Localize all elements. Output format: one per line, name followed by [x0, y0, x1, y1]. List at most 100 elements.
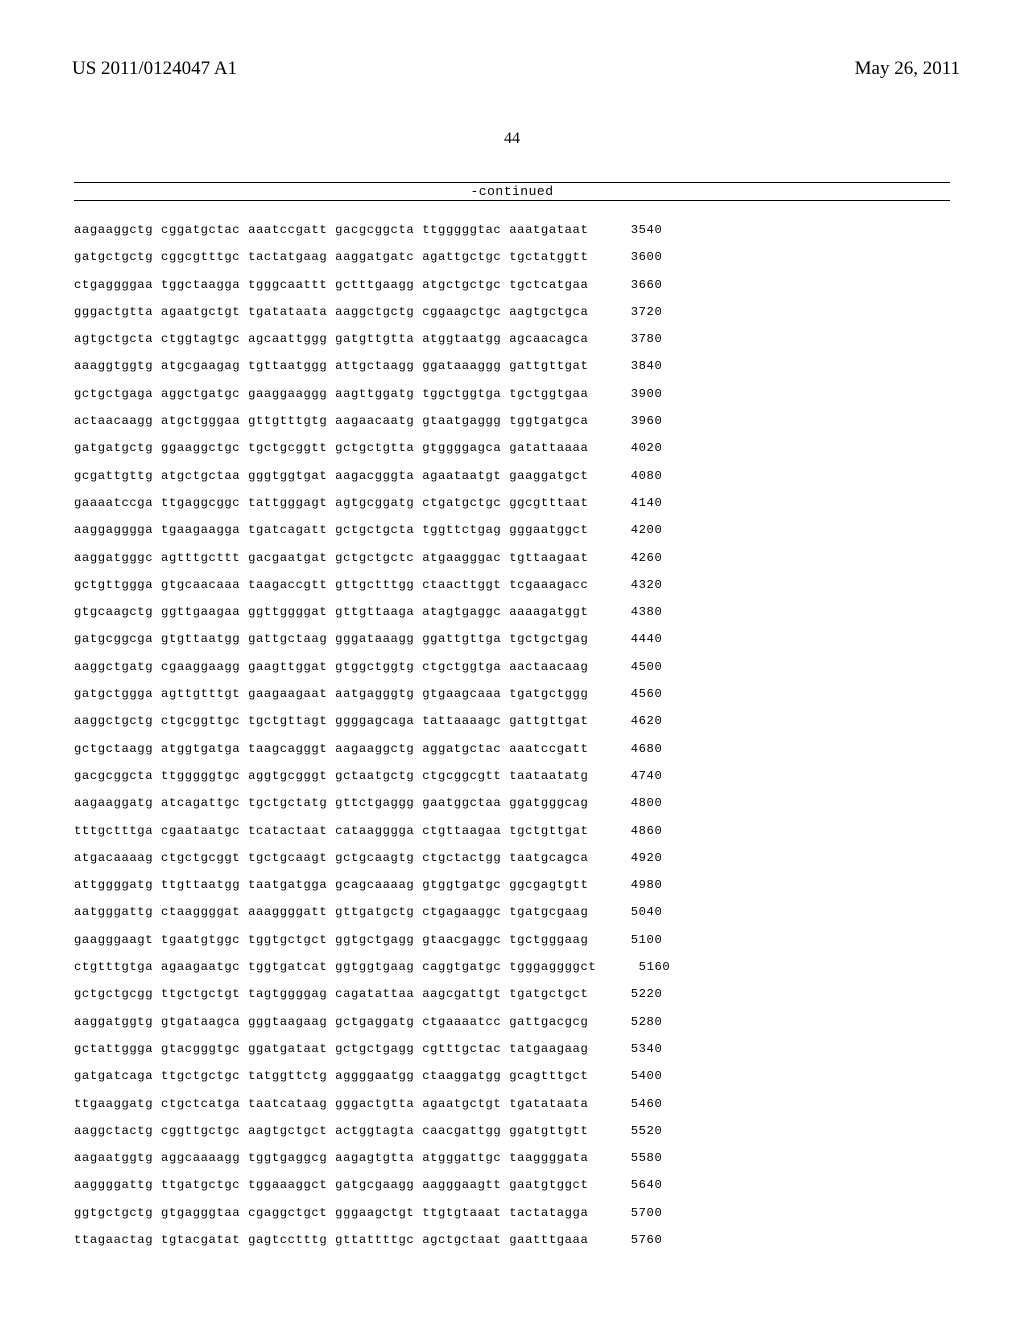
- sequence-bases: ttagaactag tgtacgatat gagtcctttg gttattt…: [74, 1234, 588, 1246]
- publication-number: US 2011/0124047 A1: [72, 58, 237, 80]
- sequence-row: ctgaggggaa tggctaagga tgggcaattt gctttga…: [74, 279, 670, 291]
- sequence-row: aagaatggtg aggcaaaagg tggtgaggcg aagagtg…: [74, 1152, 670, 1164]
- sequence-row: aaggctgatg cgaaggaagg gaagttggat gtggctg…: [74, 661, 670, 673]
- sequence-bases: aaggatgggc agtttgcttt gacgaatgat gctgctg…: [74, 552, 588, 564]
- sequence-row: aagaaggctg cggatgctac aaatccgatt gacgcgg…: [74, 224, 670, 236]
- sequence-row: gaagggaagt tgaatgtggc tggtgctgct ggtgctg…: [74, 934, 670, 946]
- sequence-bases: aaggctgctg ctgcggttgc tgctgttagt ggggagc…: [74, 715, 588, 727]
- sequence-row: gatgctggga agttgtttgt gaagaagaat aatgagg…: [74, 688, 670, 700]
- rule-bottom: [74, 200, 950, 201]
- sequence-row: gaaaatccga ttgaggcggc tattgggagt agtgcgg…: [74, 497, 670, 509]
- sequence-bases: gctgttggga gtgcaacaaa taagaccgtt gttgctt…: [74, 579, 588, 591]
- sequence-row: gggactgtta agaatgctgt tgatataata aaggctg…: [74, 306, 670, 318]
- sequence-position: 5580: [606, 1152, 662, 1164]
- sequence-row: ttagaactag tgtacgatat gagtcctttg gttattt…: [74, 1234, 670, 1246]
- sequence-bases: aaggagggga tgaagaagga tgatcagatt gctgctg…: [74, 524, 588, 536]
- publication-date: May 26, 2011: [855, 58, 960, 80]
- sequence-position: 3540: [606, 224, 662, 236]
- sequence-position: 4920: [606, 852, 662, 864]
- sequence-position: 3780: [606, 333, 662, 345]
- sequence-position: 4140: [606, 497, 662, 509]
- sequence-bases: aagaaggatg atcagattgc tgctgctatg gttctga…: [74, 797, 588, 809]
- sequence-position: 5520: [606, 1125, 662, 1137]
- sequence-row: gtgcaagctg ggttgaagaa ggttggggat gttgtta…: [74, 606, 670, 618]
- sequence-row: atgacaaaag ctgctgcggt tgctgcaagt gctgcaa…: [74, 852, 670, 864]
- sequence-bases: gcgattgttg atgctgctaa gggtggtgat aagacgg…: [74, 470, 588, 482]
- sequence-bases: ttgaaggatg ctgctcatga taatcataag gggactg…: [74, 1098, 588, 1110]
- sequence-row: ttgaaggatg ctgctcatga taatcataag gggactg…: [74, 1098, 670, 1110]
- continued-block: -continued: [74, 182, 950, 201]
- sequence-row: aaggctactg cggttgctgc aagtgctgct actggta…: [74, 1125, 670, 1137]
- sequence-row: aatgggattg ctaaggggat aaaggggatt gttgatg…: [74, 906, 670, 918]
- sequence-position: 3840: [606, 360, 662, 372]
- sequence-position: 4680: [606, 743, 662, 755]
- sequence-bases: actaacaagg atgctgggaa gttgtttgtg aagaaca…: [74, 415, 588, 427]
- sequence-position: 5220: [606, 988, 662, 1000]
- sequence-position: 5700: [606, 1207, 662, 1219]
- sequence-position: 4740: [606, 770, 662, 782]
- sequence-bases: gaaaatccga ttgaggcggc tattgggagt agtgcgg…: [74, 497, 588, 509]
- sequence-bases: aatgggattg ctaaggggat aaaggggatt gttgatg…: [74, 906, 588, 918]
- sequence-bases: aaggctgatg cgaaggaagg gaagttggat gtggctg…: [74, 661, 588, 673]
- sequence-bases: gatgctgctg cggcgtttgc tactatgaag aaggatg…: [74, 251, 588, 263]
- sequence-bases: aaggctactg cggttgctgc aagtgctgct actggta…: [74, 1125, 588, 1137]
- sequence-row: gctgctaagg atggtgatga taagcagggt aagaagg…: [74, 743, 670, 755]
- sequence-position: 5100: [606, 934, 662, 946]
- sequence-row: gcgattgttg atgctgctaa gggtggtgat aagacgg…: [74, 470, 670, 482]
- sequence-row: gatgctgctg cggcgtttgc tactatgaag aaggatg…: [74, 251, 670, 263]
- sequence-position: 4080: [606, 470, 662, 482]
- sequence-row: aaggatggtg gtgataagca gggtaagaag gctgagg…: [74, 1016, 670, 1028]
- sequence-position: 4560: [606, 688, 662, 700]
- sequence-bases: gctattggga gtacgggtgc ggatgataat gctgctg…: [74, 1043, 588, 1055]
- sequence-position: 4980: [606, 879, 662, 891]
- sequence-position: 4380: [606, 606, 662, 618]
- sequence-bases: ctgaggggaa tggctaagga tgggcaattt gctttga…: [74, 279, 588, 291]
- sequence-bases: atgacaaaag ctgctgcggt tgctgcaagt gctgcaa…: [74, 852, 588, 864]
- sequence-position: 4860: [606, 825, 662, 837]
- sequence-row: attggggatg ttgttaatgg taatgatgga gcagcaa…: [74, 879, 670, 891]
- sequence-position: 3600: [606, 251, 662, 263]
- sequence-bases: gctgctgcgg ttgctgctgt tagtggggag cagatat…: [74, 988, 588, 1000]
- sequence-position: 4260: [606, 552, 662, 564]
- sequence-row: agtgctgcta ctggtagtgc agcaattggg gatgttg…: [74, 333, 670, 345]
- sequence-bases: gatgatgctg ggaaggctgc tgctgcggtt gctgctg…: [74, 442, 588, 454]
- sequence-row: gctgctgaga aggctgatgc gaaggaaggg aagttgg…: [74, 388, 670, 400]
- sequence-row: ggtgctgctg gtgagggtaa cgaggctgct gggaagc…: [74, 1207, 670, 1219]
- sequence-row: gctattggga gtacgggtgc ggatgataat gctgctg…: [74, 1043, 670, 1055]
- sequence-bases: aaaggtggtg atgcgaagag tgttaatggg attgcta…: [74, 360, 588, 372]
- sequence-position: 5160: [614, 961, 670, 973]
- sequence-position: 5640: [606, 1179, 662, 1191]
- sequence-position: 3900: [606, 388, 662, 400]
- sequence-position: 5280: [606, 1016, 662, 1028]
- sequence-row: gctgctgcgg ttgctgctgt tagtggggag cagatat…: [74, 988, 670, 1000]
- sequence-bases: gacgcggcta ttgggggtgc aggtgcgggt gctaatg…: [74, 770, 588, 782]
- sequence-position: 5760: [606, 1234, 662, 1246]
- sequence-bases: aaggatggtg gtgataagca gggtaagaag gctgagg…: [74, 1016, 588, 1028]
- sequence-bases: tttgctttga cgaataatgc tcatactaat cataagg…: [74, 825, 588, 837]
- sequence-position: 4440: [606, 633, 662, 645]
- sequence-position: 3720: [606, 306, 662, 318]
- sequence-row: aaggagggga tgaagaagga tgatcagatt gctgctg…: [74, 524, 670, 536]
- sequence-position: 5400: [606, 1070, 662, 1082]
- sequence-position: 5460: [606, 1098, 662, 1110]
- sequence-bases: gggactgtta agaatgctgt tgatataata aaggctg…: [74, 306, 588, 318]
- page: US 2011/0124047 A1 May 26, 2011 44 -cont…: [0, 0, 1024, 1320]
- sequence-position: 4320: [606, 579, 662, 591]
- sequence-row: aagaaggatg atcagattgc tgctgctatg gttctga…: [74, 797, 670, 809]
- sequence-row: aaggctgctg ctgcggttgc tgctgttagt ggggagc…: [74, 715, 670, 727]
- sequence-row: gctgttggga gtgcaacaaa taagaccgtt gttgctt…: [74, 579, 670, 591]
- sequence-bases: aaggggattg ttgatgctgc tggaaaggct gatgcga…: [74, 1179, 588, 1191]
- sequence-row: tttgctttga cgaataatgc tcatactaat cataagg…: [74, 825, 670, 837]
- sequence-position: 4500: [606, 661, 662, 673]
- sequence-position: 3660: [606, 279, 662, 291]
- sequence-row: gacgcggcta ttgggggtgc aggtgcgggt gctaatg…: [74, 770, 670, 782]
- sequence-bases: aagaaggctg cggatgctac aaatccgatt gacgcgg…: [74, 224, 588, 236]
- sequence-row: ctgtttgtga agaagaatgc tggtgatcat ggtggtg…: [74, 961, 670, 973]
- sequence-bases: attggggatg ttgttaatgg taatgatgga gcagcaa…: [74, 879, 588, 891]
- sequence-bases: agtgctgcta ctggtagtgc agcaattggg gatgttg…: [74, 333, 588, 345]
- sequence-bases: ctgtttgtga agaagaatgc tggtgatcat ggtggtg…: [74, 961, 596, 973]
- sequence-bases: gatgcggcga gtgttaatgg gattgctaag gggataa…: [74, 633, 588, 645]
- sequence-position: 4200: [606, 524, 662, 536]
- sequence-row: gatgatcaga ttgctgctgc tatggttctg aggggaa…: [74, 1070, 670, 1082]
- sequence-listing: aagaaggctg cggatgctac aaatccgatt gacgcgg…: [74, 224, 670, 1261]
